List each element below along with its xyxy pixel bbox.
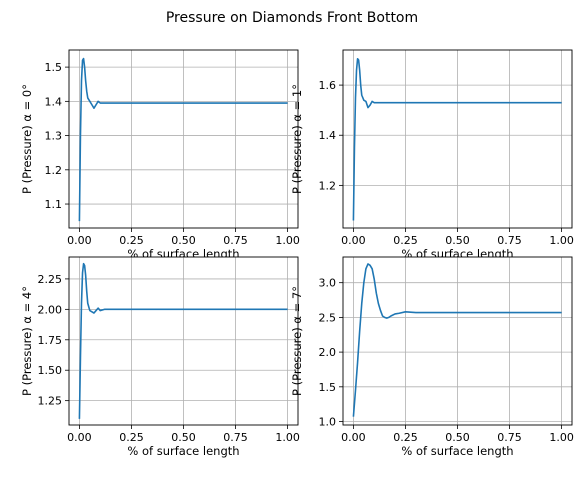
subplot-0-ylabel: P (Pressure) α = 0° [20, 84, 34, 194]
subplot-0-xtick-label-3: 0.75 [223, 234, 248, 247]
subplot-1-xtick-label-1: 0.25 [393, 234, 418, 247]
subplot-1-xtick-label-2: 0.50 [445, 234, 470, 247]
subplot-3-ytick-label-3: 2.5 [319, 311, 337, 324]
subplot-alpha-4: 0.00 0.25 0.50 0.75 1.00 1.25 1.50 1.75 2.00 2.25… [20, 256, 300, 458]
subplot-alpha-1: 0.00 0.25 0.50 0.75 1.001.21.41.6% of surfac… [290, 49, 574, 261]
subplot-0-xtick-label-1: 0.25 [119, 234, 144, 247]
subplot-1-ytick-label-1: 1.4 [319, 129, 337, 142]
subplot-3-xtick-label-0: 0.00 [341, 431, 366, 444]
subplot-3-ytick-label-1: 1.5 [319, 381, 337, 394]
subplot-alpha-0: 0.00 0.25 0.50 0.75 1.001.11.21.31.41.5% of … [20, 49, 300, 261]
subplot-3-xlabel: % of surface length [401, 444, 513, 458]
subplot-3-ytick-label-2: 2.0 [319, 346, 337, 359]
subplot-1-xtick-label-4: 1.00 [549, 234, 574, 247]
subplot-0-xtick-label-0: 0.00 [67, 234, 92, 247]
subplot-3-ylabel: P (Pressure) α = 7° [290, 286, 304, 396]
subplot-3-ytick-label-4: 3.0 [319, 277, 337, 290]
subplot-1-xtick-label-3: 0.75 [497, 234, 522, 247]
subplot-0-ytick-label-3: 1.4 [45, 95, 63, 108]
subplot-2-ytick-label-1: 1.50 [38, 364, 63, 377]
subplot-2-xtick-label-0: 0.00 [67, 431, 92, 444]
subplot-2-ylabel: P (Pressure) α = 4° [20, 286, 34, 396]
subplot-0-xtick-label-4: 1.00 [275, 234, 300, 247]
subplot-2-xtick-label-1: 0.25 [119, 431, 144, 444]
subplot-2-ytick-label-2: 1.75 [38, 334, 63, 347]
subplot-1-xtick-label-0: 0.00 [341, 234, 366, 247]
subplot-0-ytick-label-4: 1.5 [45, 61, 63, 74]
subplot-2-xlabel: % of surface length [127, 444, 239, 458]
subplot-0-ytick-label-2: 1.3 [45, 130, 63, 143]
subplot-alpha-7: 0.00 0.25 0.50 0.75 1.00 1.0 1.5 2.0 2.5 3.0 % of … [290, 256, 574, 458]
subplot-1-ytick-label-2: 1.6 [319, 79, 337, 92]
subplot-2-xtick-label-4: 1.00 [275, 431, 300, 444]
subplot-2-xtick-label-3: 0.75 [223, 431, 248, 444]
figure-title: Pressure on Diamonds Front Bottom [166, 10, 418, 26]
subplot-1-series-line [352, 57, 562, 221]
subplot-1-ylabel: P (Pressure) α = 1° [290, 84, 304, 194]
subplot-2-xtick-label-2: 0.50 [171, 431, 196, 444]
subplot-2-ytick-label-4: 2.25 [38, 273, 63, 286]
subplot-3-series-line [352, 263, 562, 417]
subplot-2-series-line [78, 262, 288, 419]
subplot-0-xtick-label-2: 0.50 [171, 234, 196, 247]
subplot-2-ytick-label-3: 2.00 [38, 303, 63, 316]
subplot-0-ytick-label-1: 1.2 [45, 164, 63, 177]
subplot-3-xtick-label-3: 0.75 [497, 431, 522, 444]
subplot-0-ytick-label-0: 1.1 [45, 198, 63, 211]
subplot-2-ytick-label-0: 1.25 [38, 395, 63, 408]
subplot-0-series-line [78, 57, 288, 222]
subplot-3-ytick-label-0: 1.0 [319, 416, 337, 429]
subplot-3-xtick-label-1: 0.25 [393, 431, 418, 444]
subplot-1-ytick-label-0: 1.2 [319, 179, 337, 192]
subplot-3-xtick-label-2: 0.50 [445, 431, 470, 444]
subplot-3-xtick-label-4: 1.00 [549, 431, 574, 444]
